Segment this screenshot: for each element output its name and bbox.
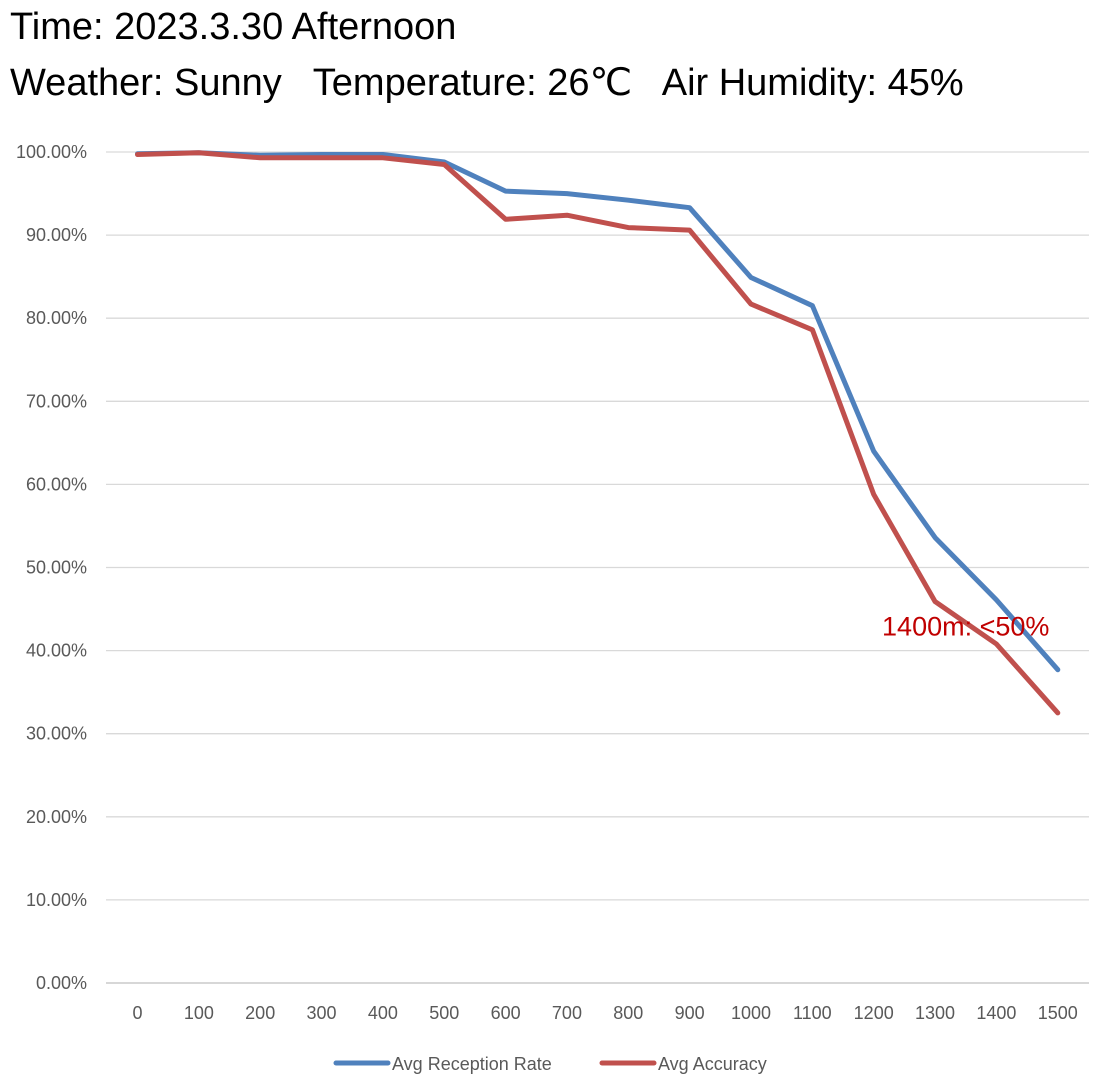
x-tick-label: 1200 [854, 1003, 894, 1023]
y-tick-label: 60.00% [26, 474, 87, 494]
x-tick-label: 500 [429, 1003, 459, 1023]
x-tick-label: 1000 [731, 1003, 771, 1023]
x-tick-label: 400 [368, 1003, 398, 1023]
y-axis-ticks: 0.00% 10.00% 20.00% 30.00% 40.00% 50.00% 60.00… [16, 142, 87, 993]
series-lines [135, 150, 1061, 716]
chart-title-line2: Weather: Sunny Temperature: 26℃ Air Humi… [10, 62, 964, 104]
x-tick-label: 600 [491, 1003, 521, 1023]
series-line-0 [135, 150, 1061, 673]
y-tick-label: 80.00% [26, 308, 87, 328]
chart-title-line1: Time: 2023.3.30 Afternoon [10, 6, 457, 48]
x-tick-label: 1400 [976, 1003, 1016, 1023]
x-tick-label: 700 [552, 1003, 582, 1023]
x-tick-label: 800 [613, 1003, 643, 1023]
x-tick-label: 200 [245, 1003, 275, 1023]
annotation-label: 1400m: <50% [882, 612, 1049, 642]
legend-entry-0: Avg Reception Rate [392, 1054, 552, 1074]
y-tick-label: 50.00% [26, 558, 87, 578]
x-tick-label: 900 [675, 1003, 705, 1023]
y-tick-label: 100.00% [16, 142, 87, 162]
x-tick-label: 1100 [793, 1003, 832, 1023]
x-tick-label: 1300 [915, 1003, 955, 1023]
x-axis-ticks: 0 100 200 300 400 500 600 700 800 900 1000 1100 1200… [132, 1003, 1077, 1023]
y-tick-label: 70.00% [26, 391, 87, 411]
gridlines [106, 151, 1089, 984]
legend-entry-1: Avg Accuracy [658, 1054, 767, 1074]
y-tick-label: 0.00% [36, 973, 87, 993]
x-tick-label: 1500 [1038, 1003, 1078, 1023]
y-tick-label: 30.00% [26, 724, 87, 744]
annotations: 1400m: <50% [882, 612, 1049, 642]
series-line-1 [135, 150, 1061, 716]
x-tick-label: 100 [184, 1003, 214, 1023]
legend: Avg Reception Rate Avg Accuracy [333, 1054, 767, 1074]
x-tick-label: 300 [307, 1003, 337, 1023]
y-tick-label: 90.00% [26, 225, 87, 245]
y-tick-label: 20.00% [26, 807, 87, 827]
x-tick-label: 0 [132, 1003, 142, 1023]
y-tick-label: 40.00% [26, 641, 87, 661]
y-tick-label: 10.00% [26, 890, 87, 910]
